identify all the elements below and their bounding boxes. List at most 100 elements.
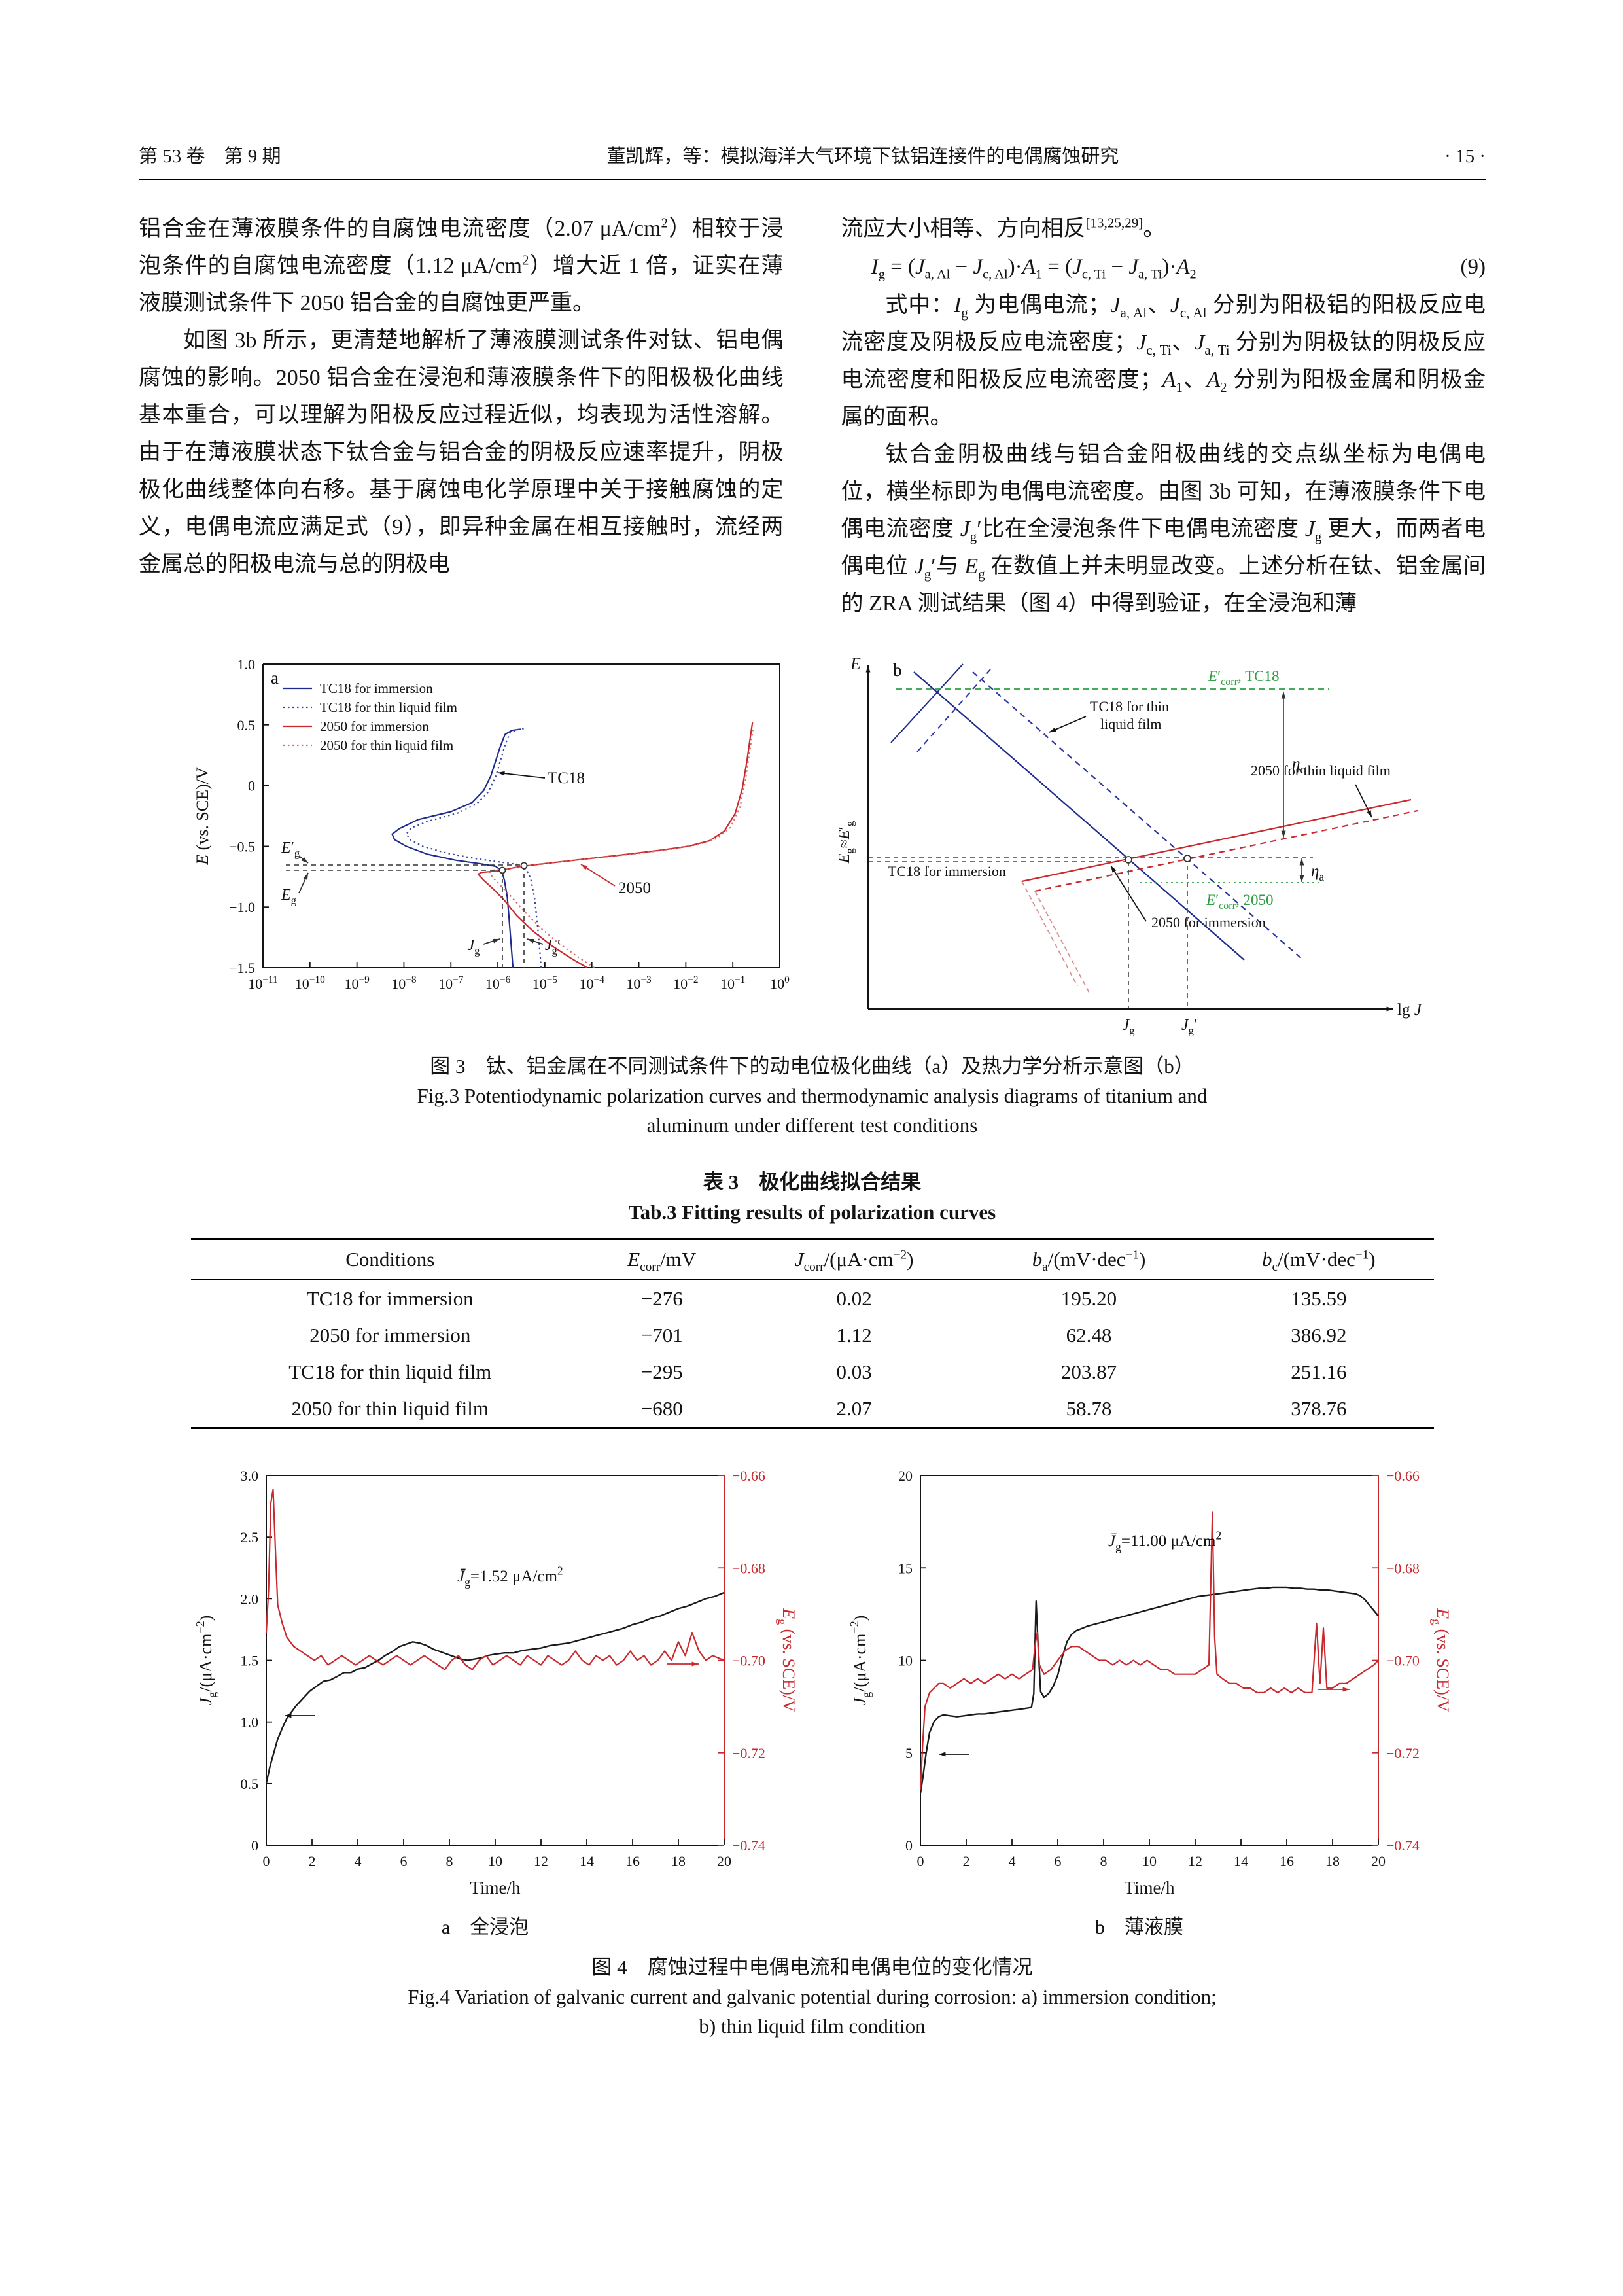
figure4-caption-cn: 图 4 腐蚀过程中电偶电流和电偶电位的变化情况 bbox=[591, 1956, 1033, 1979]
body-text: 铝合金在薄液膜条件的自腐蚀电流密度（2.07 μA/cm2）相较于浸泡条件的自腐… bbox=[139, 210, 1486, 622]
equation-9: Ig = (Ja, Al − Jc, Al)·A1 = (Jc, Ti − Ja… bbox=[841, 247, 1486, 287]
header-rule bbox=[139, 179, 1486, 180]
svg-text:TC18: TC18 bbox=[548, 769, 585, 787]
table3-cell: 386.92 bbox=[1291, 1324, 1347, 1347]
svg-text:E′corr, TC18: E′corr, TC18 bbox=[1208, 668, 1280, 688]
svg-text:8: 8 bbox=[445, 1853, 453, 1869]
svg-text:14: 14 bbox=[1234, 1853, 1248, 1869]
svg-text:0.5: 0.5 bbox=[237, 717, 255, 733]
svg-text:12: 12 bbox=[1188, 1853, 1202, 1869]
svg-text:Eg (vs. SCE)/V: Eg (vs. SCE)/V bbox=[776, 1608, 798, 1712]
svg-text:Eg: Eg bbox=[281, 887, 297, 907]
svg-text:Jg′: Jg′ bbox=[1181, 1017, 1196, 1037]
left-column: 铝合金在薄液膜条件的自腐蚀电流密度（2.07 μA/cm2）相较于浸泡条件的自腐… bbox=[139, 210, 784, 622]
svg-text:E (vs. SCE)/V: E (vs. SCE)/V bbox=[193, 767, 212, 866]
svg-text:Eg (vs. SCE)/V: Eg (vs. SCE)/V bbox=[1430, 1608, 1452, 1712]
table3-cell: 195.20 bbox=[1060, 1287, 1117, 1310]
svg-text:8: 8 bbox=[1100, 1853, 1107, 1869]
svg-text:2050 for thin liquid film: 2050 for thin liquid film bbox=[320, 737, 453, 753]
svg-text:10−8: 10−8 bbox=[391, 974, 417, 992]
svg-text:−1.0: −1.0 bbox=[229, 899, 255, 915]
svg-text:Time/h: Time/h bbox=[470, 1878, 521, 1898]
svg-text:0.5: 0.5 bbox=[240, 1776, 258, 1792]
svg-text:10−10: 10−10 bbox=[294, 974, 324, 992]
svg-text:18: 18 bbox=[1325, 1853, 1340, 1869]
svg-text:Jg: Jg bbox=[467, 937, 480, 957]
svg-text:16: 16 bbox=[625, 1853, 640, 1869]
table3-cell: 251.16 bbox=[1291, 1360, 1347, 1383]
svg-text:−0.72: −0.72 bbox=[732, 1745, 765, 1761]
table3-header: Jcorr/(μA·cm−2) bbox=[734, 1239, 974, 1280]
figure4-caption-en2: b) thin liquid film condition bbox=[699, 2015, 926, 2038]
svg-text:−0.68: −0.68 bbox=[1386, 1560, 1420, 1576]
svg-text:14: 14 bbox=[580, 1853, 594, 1869]
figure4a: 0 2 4 6 8 10 12 14 16 18 20 0 0.5 1.0 1.5 2.0 2.5 3.0 −0.6… bbox=[171, 1453, 799, 1939]
right-column: 流应大小相等、方向相反[13,25,29]。 Ig = (Ja, Al − Jc… bbox=[841, 210, 1486, 622]
table3-cell: TC18 for immersion bbox=[306, 1287, 474, 1310]
table3-cell: −680 bbox=[640, 1397, 683, 1420]
table3-header: ba/(mV·dec−1) bbox=[973, 1239, 1204, 1280]
figure4b: 0 2 4 6 8 10 12 14 16 18 20 0 5 10 15 20 −0.66 −0.68 −0.70… bbox=[826, 1453, 1454, 1939]
fig4b-thin-film-chart: 0 2 4 6 8 10 12 14 16 18 20 0 5 10 15 20 −0.66 −0.68 −0.70… bbox=[848, 1468, 1452, 1898]
table3-header: bc/(mV·dec−1) bbox=[1204, 1239, 1434, 1280]
svg-text:2050 for immersion: 2050 for immersion bbox=[1151, 914, 1266, 930]
table3-title-en: Tab.3 Fitting results of polarization cu… bbox=[628, 1201, 996, 1224]
table3-row: TC18 for immersion −276 0.02 195.20 135.59 bbox=[191, 1280, 1434, 1317]
fig3a-polarization-curves-chart: 10−11 10−10 10−9 10−8 10−7 10−6 10−5 10−4 10−3 10… bbox=[193, 656, 790, 992]
table3-cell: 378.76 bbox=[1291, 1397, 1347, 1420]
svg-text:−0.68: −0.68 bbox=[732, 1560, 765, 1576]
svg-text:Jg′: Jg′ bbox=[544, 937, 560, 957]
svg-text:10−3: 10−3 bbox=[626, 974, 652, 992]
table3-cell: −295 bbox=[640, 1360, 683, 1383]
svg-text:Jg: Jg bbox=[1122, 1017, 1135, 1037]
table3-row: 2050 for thin liquid film −680 2.07 58.78 37… bbox=[191, 1390, 1434, 1428]
svg-text:20: 20 bbox=[1371, 1853, 1386, 1869]
table3-header: Conditions bbox=[190, 1239, 590, 1280]
fig4a-subcaption: a 全浸泡 bbox=[441, 1916, 529, 1938]
svg-text:10−9: 10−9 bbox=[344, 974, 370, 992]
svg-text:15: 15 bbox=[898, 1560, 913, 1576]
table3-title-cn: 表 3 极化曲线拟合结果 bbox=[703, 1171, 922, 1193]
svg-text:liquid film: liquid film bbox=[1100, 716, 1162, 732]
page-header: 第 53 卷 第 9 期 董凯辉，等：模拟海洋大气环境下钛铝连接件的电偶腐蚀研究… bbox=[139, 141, 1486, 168]
equation-number: (9) bbox=[1460, 255, 1486, 279]
svg-text:20: 20 bbox=[717, 1853, 731, 1869]
svg-text:4: 4 bbox=[354, 1853, 361, 1869]
fig4b-subcaption: b 薄液膜 bbox=[1095, 1916, 1183, 1938]
svg-text:2: 2 bbox=[308, 1853, 315, 1869]
table3-cell: 62.48 bbox=[1066, 1324, 1112, 1347]
equation-body: Ig = (Ja, Al − Jc, Al)·A1 = (Jc, Ti − Ja… bbox=[871, 255, 1196, 282]
svg-text:5: 5 bbox=[905, 1745, 913, 1761]
svg-text:100: 100 bbox=[770, 974, 790, 992]
fig3b-thermodynamic-schematic: Elg J b Eg≈E′g Jg Jg′ E′corr, TC18 E′corr, 205… bbox=[836, 654, 1423, 1037]
svg-text:10−7: 10−7 bbox=[438, 974, 464, 992]
svg-text:TC18 for thin liquid film: TC18 for thin liquid film bbox=[320, 699, 457, 715]
svg-text:10: 10 bbox=[1142, 1853, 1157, 1869]
svg-text:J̄g=1.52 μA/cm2: J̄g=1.52 μA/cm2 bbox=[457, 1564, 563, 1589]
paragraph: 式中：Ig 为电偶电流；Ja, Al、Jc, Al 分别为阳极铝的阳极反应电流密… bbox=[841, 293, 1486, 429]
svg-text:6: 6 bbox=[400, 1853, 407, 1869]
svg-text:−0.74: −0.74 bbox=[732, 1837, 765, 1854]
svg-text:Jg/(μA·cm−2): Jg/(μA·cm−2) bbox=[194, 1616, 218, 1706]
table3: Conditions Ecorr/mV Jcorr/(μA·cm−2) ba/(mV·… bbox=[190, 1238, 1434, 1429]
svg-text:16: 16 bbox=[1280, 1853, 1294, 1869]
svg-text:2050 for thin liquid film: 2050 for thin liquid film bbox=[1251, 762, 1391, 779]
svg-text:0: 0 bbox=[905, 1837, 913, 1854]
table3-cell: 2050 for thin liquid film bbox=[291, 1397, 489, 1420]
table3-header: Ecorr/mV bbox=[589, 1239, 735, 1280]
table3-cell: 203.87 bbox=[1060, 1360, 1117, 1383]
svg-text:E: E bbox=[850, 654, 861, 673]
svg-text:10−2: 10−2 bbox=[673, 974, 698, 992]
figure4: 0 2 4 6 8 10 12 14 16 18 20 0 0.5 1.0 1.5 2.0 2.5 3.0 −0.6… bbox=[139, 1453, 1486, 1939]
page-number: · 15 · bbox=[1444, 146, 1486, 167]
svg-text:10−1: 10−1 bbox=[720, 974, 744, 992]
svg-text:E′corr, 2050: E′corr, 2050 bbox=[1206, 892, 1274, 911]
svg-text:10−6: 10−6 bbox=[485, 974, 510, 992]
svg-text:b: b bbox=[893, 660, 902, 680]
table3-cell: 1.12 bbox=[836, 1324, 872, 1347]
svg-text:−0.66: −0.66 bbox=[732, 1468, 765, 1484]
svg-text:10: 10 bbox=[898, 1653, 913, 1669]
svg-text:Eg≈E′g: Eg≈E′g bbox=[836, 821, 856, 864]
svg-text:TC18 for thin: TC18 for thin bbox=[1090, 698, 1169, 715]
svg-text:−0.70: −0.70 bbox=[732, 1653, 765, 1669]
